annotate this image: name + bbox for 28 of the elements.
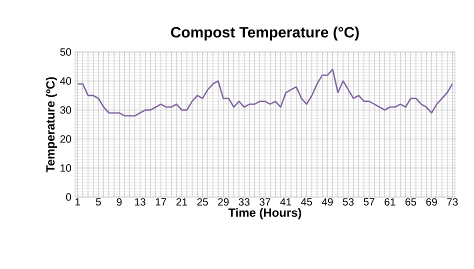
x-tick-label: 13 xyxy=(135,198,146,206)
x-tick-label: 17 xyxy=(156,198,166,206)
x-tick-label: 49 xyxy=(322,198,333,206)
x-tick-label: 53 xyxy=(342,198,354,206)
y-tick-label: 50 xyxy=(60,48,72,56)
y-tick-label: 0 xyxy=(66,193,72,201)
x-tick-label: 9 xyxy=(116,198,122,206)
x-tick-label: 69 xyxy=(426,198,437,206)
x-tick-label: 5 xyxy=(96,198,101,206)
x-tick-label: 33 xyxy=(238,198,250,206)
x-tick-label: 57 xyxy=(364,198,374,206)
x-tick-label: 21 xyxy=(176,198,188,206)
x-tick-label: 61 xyxy=(384,198,396,206)
x-tick-label: 73 xyxy=(447,198,458,206)
x-axis-title: Time (Hours) xyxy=(228,208,302,220)
x-tick-label: 25 xyxy=(197,198,208,206)
x-tick-label: 45 xyxy=(301,198,312,206)
y-tick-label: 30 xyxy=(60,106,72,114)
y-tick-label: 20 xyxy=(60,135,72,143)
x-tick-label: 1 xyxy=(75,198,80,206)
y-tick-label: 40 xyxy=(60,77,72,85)
chart-title: Compost Temperature (°C) xyxy=(171,26,359,40)
y-tick-label: 10 xyxy=(60,164,72,172)
x-tick-label: 37 xyxy=(260,198,270,206)
x-tick-label: 41 xyxy=(280,198,292,206)
x-tick-label: 29 xyxy=(218,198,229,206)
y-axis-title: Temperature (ºC) xyxy=(46,77,58,172)
x-tick-label: 65 xyxy=(405,198,416,206)
